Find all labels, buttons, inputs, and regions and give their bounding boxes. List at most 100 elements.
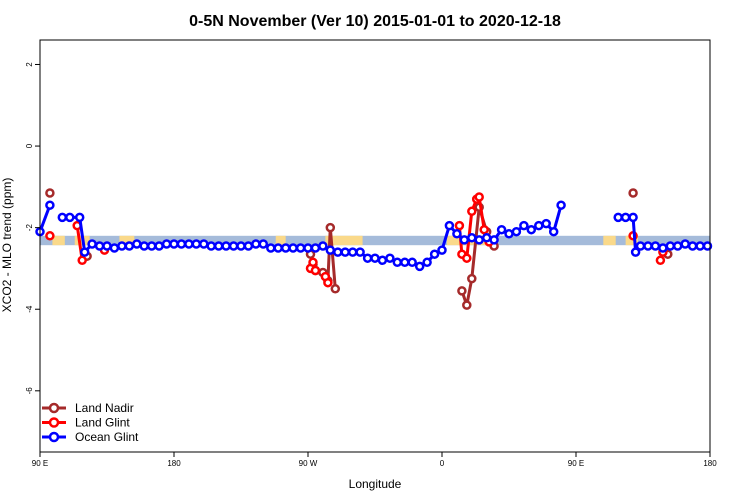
data-point: [184, 239, 194, 249]
data-point: [429, 249, 440, 259]
data-point: [132, 239, 142, 249]
data-point: [462, 253, 472, 263]
data-point: [295, 243, 306, 253]
series-layer: [35, 188, 713, 310]
data-point: [370, 253, 380, 263]
data-point: [102, 241, 112, 251]
data-point: [541, 218, 551, 229]
data-point: [630, 247, 641, 257]
series-land-glint: [45, 192, 668, 288]
data-point: [79, 247, 90, 257]
x-tick-label: 180: [167, 459, 181, 468]
legend-label: Land Glint: [75, 416, 130, 430]
y-tick-label: -6: [25, 387, 34, 395]
data-point: [340, 247, 350, 257]
data-point: [628, 212, 638, 223]
data-point: [330, 284, 341, 294]
data-point: [400, 257, 410, 268]
data-point: [221, 241, 231, 251]
x-tick-label: 0: [440, 459, 445, 468]
data-point: [87, 239, 97, 249]
data-point: [318, 241, 328, 251]
data-point: [526, 224, 537, 235]
data-point: [199, 239, 209, 249]
data-point: [266, 243, 276, 253]
data-point: [243, 241, 254, 251]
chart-title: 0-5N November (Ver 10) 2015-01-01 to 202…: [189, 13, 561, 30]
data-point: [310, 243, 321, 253]
data-point: [474, 235, 484, 245]
data-point: [146, 241, 157, 251]
legend-label: Land Nadir: [75, 401, 134, 415]
data-point: [206, 241, 216, 251]
land-band-segment: [52, 235, 65, 246]
y-tick-label: -2: [25, 224, 34, 232]
data-point: [467, 273, 477, 284]
data-point: [57, 212, 68, 223]
legend-item: Land Nadir: [42, 401, 134, 415]
data-point: [169, 239, 179, 249]
data-point: [620, 212, 631, 223]
data-point: [643, 241, 653, 251]
data-point: [650, 241, 661, 251]
x-tick-label: 180: [703, 459, 717, 468]
y-axis-label: XCO2 - MLO trend (ppm): [0, 178, 14, 313]
land-band-segment: [325, 235, 363, 246]
data-point: [467, 206, 477, 217]
data-point: [519, 220, 529, 231]
data-point: [139, 241, 149, 251]
series-ocean-glint: [35, 200, 713, 272]
legend-swatch-marker: [48, 417, 60, 428]
data-point: [303, 243, 313, 253]
x-axis: 90 E 180 90 W 0 90 E 180: [32, 452, 717, 468]
data-point: [124, 241, 135, 251]
data-point: [154, 241, 164, 251]
plot-frame: [39, 39, 711, 453]
ocean-band: [40, 235, 710, 246]
data-point: [258, 239, 269, 249]
data-point: [176, 239, 187, 249]
data-point: [74, 212, 85, 223]
data-point: [680, 239, 690, 249]
data-point: [94, 241, 105, 251]
data-point: [45, 231, 55, 241]
data-point: [457, 286, 467, 296]
data-point: [280, 243, 291, 253]
data-point: [467, 233, 477, 243]
data-point: [695, 241, 705, 251]
data-point: [251, 239, 261, 249]
data-point: [462, 300, 472, 310]
data-point: [362, 253, 373, 263]
land-band-segment: [119, 235, 135, 246]
legend-swatch-marker: [48, 402, 60, 414]
y-axis: 2 0 -2 -4 -6: [25, 62, 40, 395]
data-point: [613, 212, 623, 223]
data-point: [489, 235, 499, 245]
data-point: [665, 241, 676, 251]
data-point: [422, 257, 432, 268]
data-point: [228, 241, 239, 251]
legend-item: Land Glint: [42, 416, 130, 430]
legend-item: Ocean Glint: [42, 430, 139, 444]
data-point: [556, 200, 566, 210]
data-point: [377, 255, 388, 266]
data-point: [191, 239, 202, 249]
data-point: [273, 243, 283, 253]
land-band-segment: [625, 235, 639, 246]
data-point: [687, 241, 698, 251]
data-point: [333, 247, 343, 257]
data-point: [702, 241, 713, 251]
data-point: [459, 235, 470, 245]
data-point: [655, 255, 666, 266]
data-point: [161, 239, 172, 249]
data-point: [479, 224, 489, 235]
data-point: [496, 224, 507, 235]
data-point: [474, 192, 484, 202]
data-point: [407, 257, 417, 268]
data-point: [452, 229, 462, 239]
data-point: [288, 243, 298, 253]
data-point: [45, 188, 55, 198]
data-point: [672, 241, 683, 251]
